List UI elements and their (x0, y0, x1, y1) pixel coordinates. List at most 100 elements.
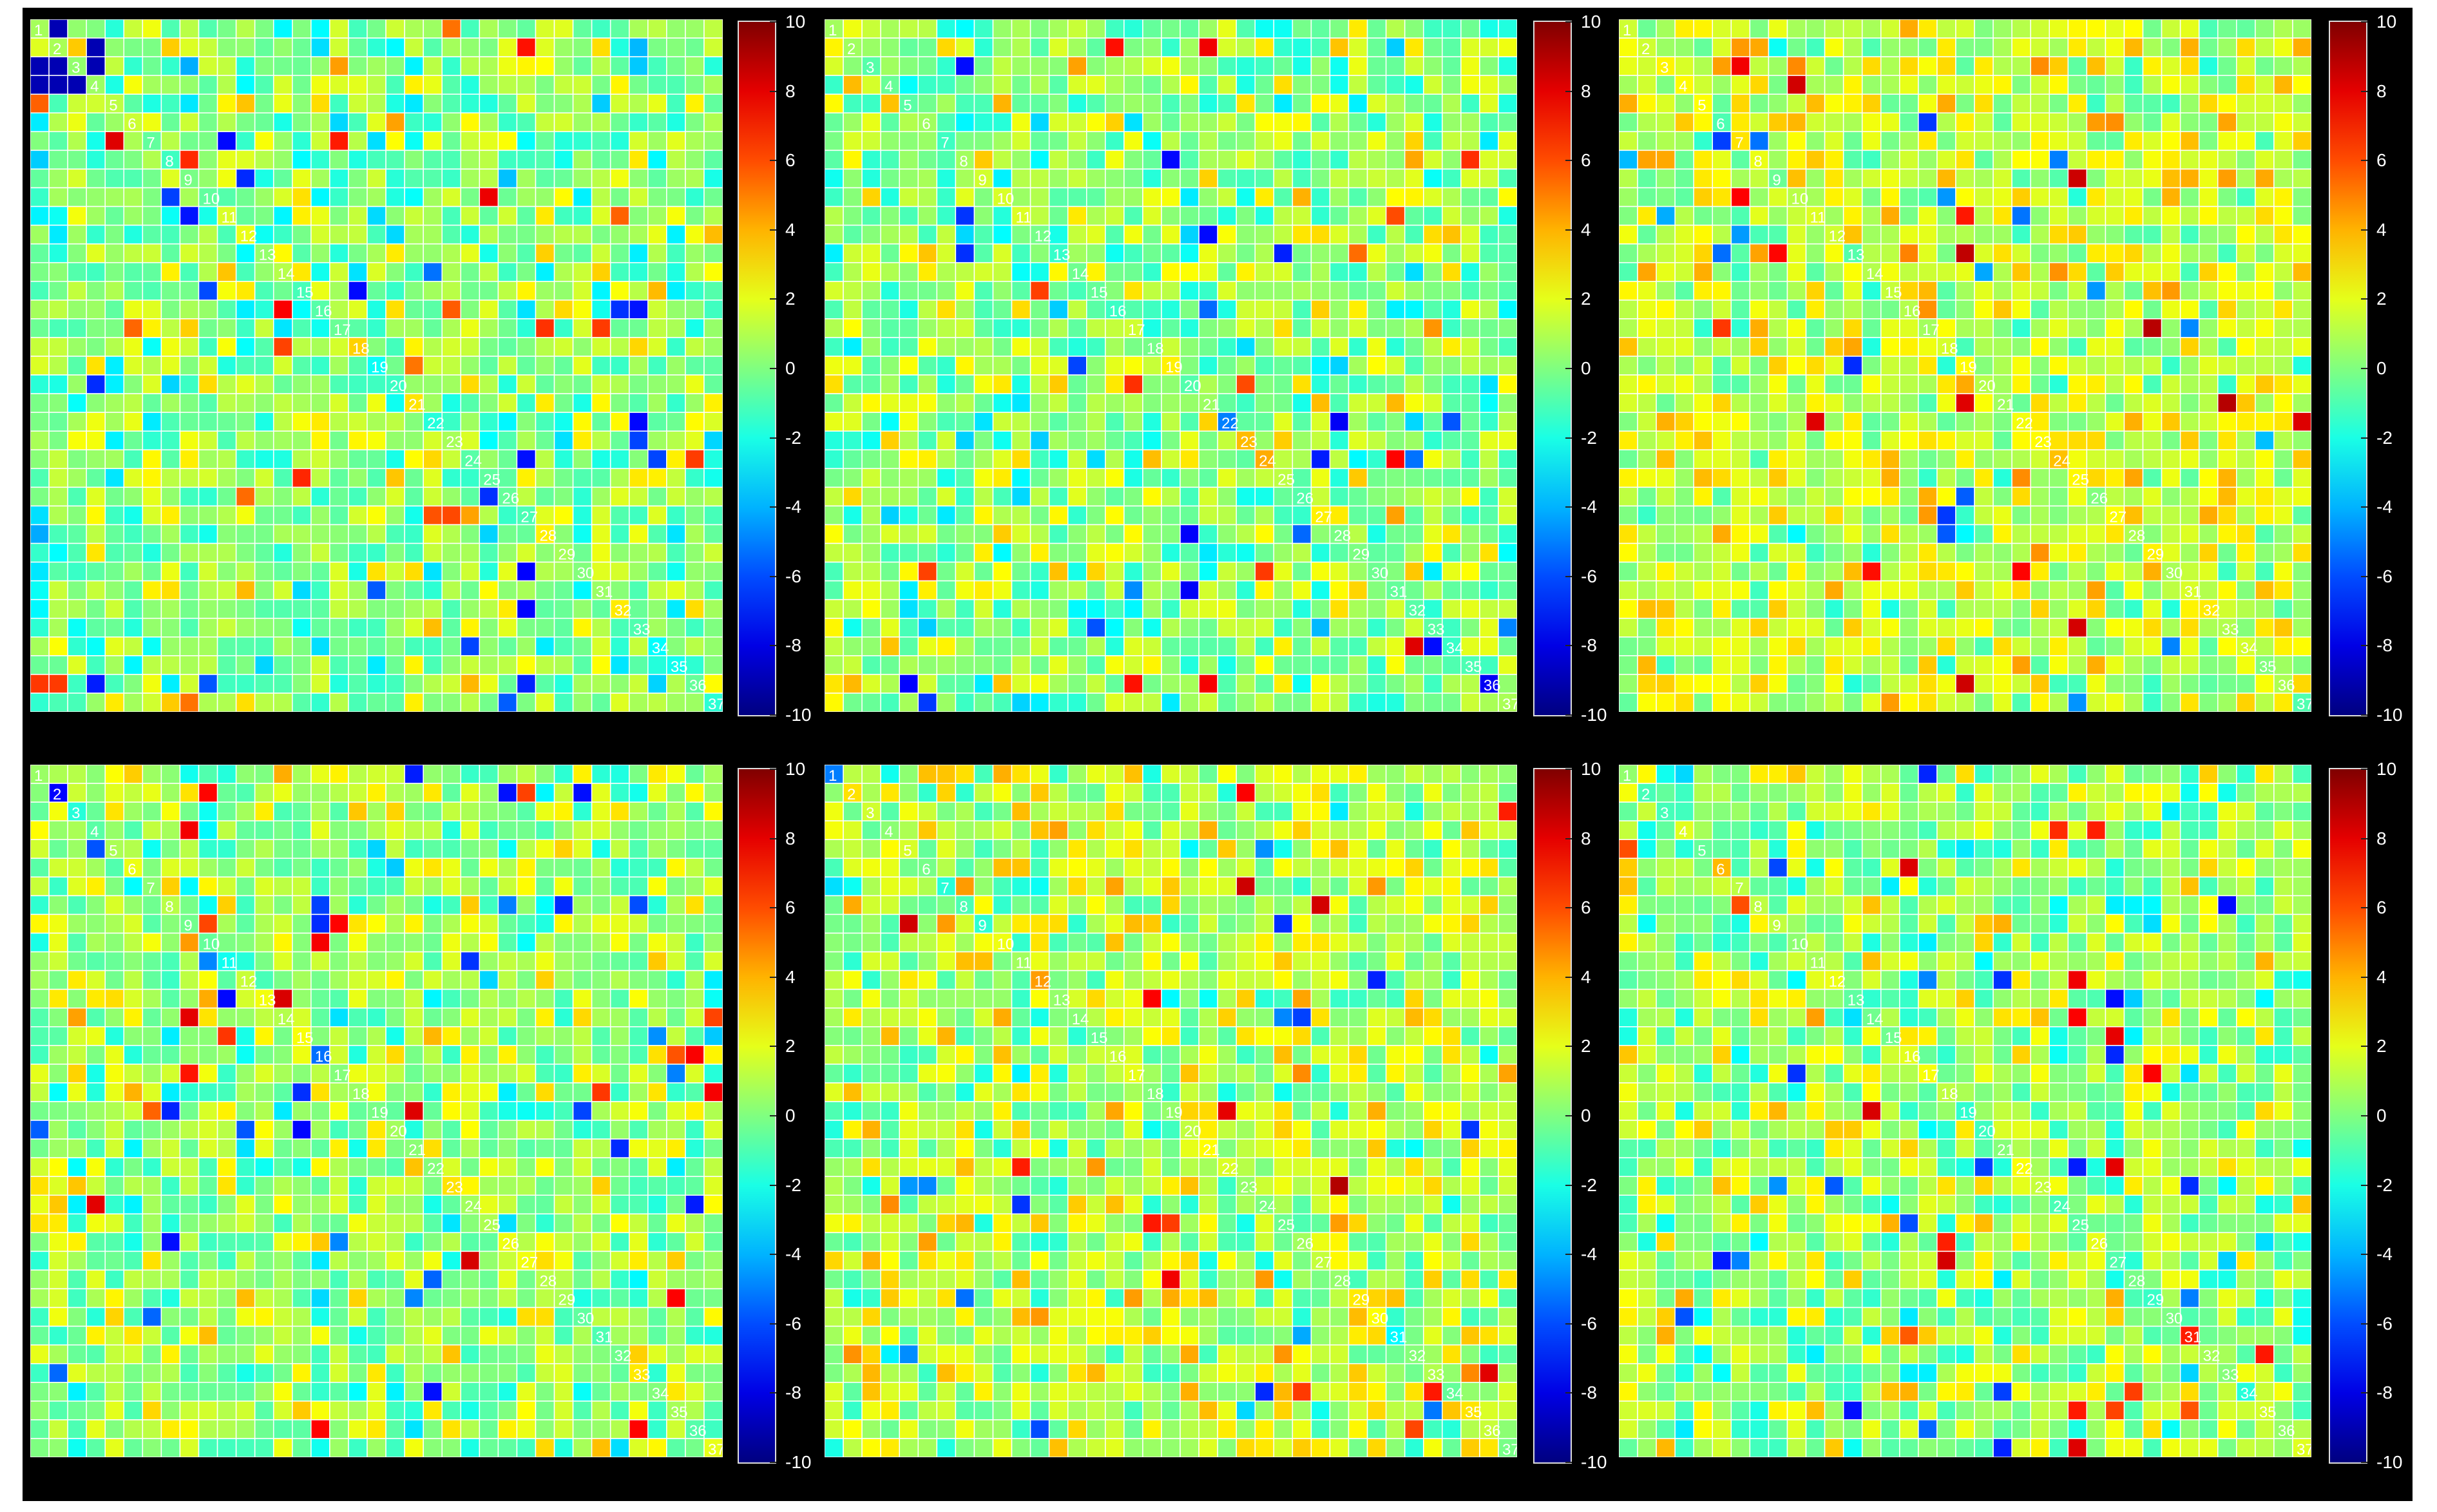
heatmap-cell (367, 149, 387, 170)
heatmap-cell (460, 243, 481, 263)
heatmap-cell (104, 19, 125, 39)
heatmap-cell (160, 262, 181, 282)
heatmap-cell (516, 374, 537, 394)
heatmap-cell (609, 636, 630, 656)
heatmap-cell (516, 243, 537, 263)
heatmap-cell (86, 505, 106, 526)
heatmap-cell (609, 505, 630, 526)
heatmap-cell (48, 131, 68, 151)
heatmap-cell (666, 636, 686, 656)
heatmap-cell (104, 524, 125, 544)
heatmap-cell (628, 149, 649, 170)
heatmap-cell (553, 187, 574, 207)
heatmap-cell (535, 430, 555, 450)
heatmap-cell (235, 655, 256, 675)
heatmap-cell (48, 468, 68, 488)
heatmap-cell (553, 337, 574, 357)
heatmap-cell (497, 655, 518, 675)
heatmap-cell (216, 655, 237, 675)
heatmap-cell (591, 430, 611, 450)
heatmap-cell (311, 168, 330, 189)
heatmap-cell (572, 412, 593, 432)
heatmap-cell (460, 374, 481, 394)
heatmap-cell (460, 56, 481, 76)
heatmap-cell (104, 168, 125, 189)
heatmap-cell (497, 636, 518, 656)
heatmap-cell (160, 655, 181, 675)
heatmap-cell (179, 300, 200, 320)
heatmap-cell (179, 617, 200, 638)
heatmap-cell (198, 598, 218, 619)
heatmap-cell (516, 486, 537, 507)
heatmap-cell (235, 149, 256, 170)
heatmap-cell (385, 412, 405, 432)
heatmap-cell (553, 580, 574, 600)
heatmap-cell (609, 112, 630, 133)
heatmap-cell (348, 655, 368, 675)
heatmap-cell (48, 524, 68, 544)
heatmap-cell (647, 262, 667, 282)
heatmap-cell (216, 131, 237, 151)
heatmap-cell (329, 524, 349, 544)
heatmap-cell (591, 281, 611, 301)
heatmap-cell (685, 337, 705, 357)
heatmap-cell (385, 281, 405, 301)
heatmap-cell (553, 318, 574, 338)
heatmap-cell (441, 505, 461, 526)
heatmap-cell (123, 468, 144, 488)
heatmap-cell (703, 149, 723, 170)
heatmap-cell (535, 598, 555, 619)
heatmap-cell (254, 56, 274, 76)
heatmap-cell (385, 674, 405, 694)
heatmap-cell (385, 393, 405, 413)
heatmap-cell (628, 486, 649, 507)
heatmap-cell (123, 318, 144, 338)
heatmap-cell (272, 356, 293, 376)
heatmap-cell (48, 337, 68, 357)
heatmap-cell (311, 37, 330, 57)
heatmap-cell (591, 636, 611, 656)
heatmap-cell (460, 262, 481, 282)
heatmap-cell (479, 37, 499, 57)
heatmap-cell (30, 168, 50, 189)
heatmap-cell (179, 131, 200, 151)
heatmap-cell (198, 617, 218, 638)
heatmap-cell (254, 486, 274, 507)
heatmap-cell (311, 300, 330, 320)
heatmap-cell (48, 412, 68, 432)
heatmap-cell (216, 56, 237, 76)
heatmap-cell (479, 243, 499, 263)
heatmap-cell (628, 206, 649, 226)
heatmap-cell (385, 542, 405, 563)
heatmap-cell (30, 412, 50, 432)
heatmap-cell (647, 206, 667, 226)
heatmap-cell (460, 580, 481, 600)
heatmap-cell (535, 561, 555, 582)
heatmap-cell (423, 262, 443, 282)
panel-top-left: 1 2 3 4 5 6 7 8 9 10 11 12 13 14 15 16 17 18 19 20 21 22 23 24 2… (23, 8, 2413, 1501)
heatmap-cell (86, 56, 106, 76)
heatmap-cell (647, 580, 667, 600)
heatmap-cell (647, 617, 667, 638)
heatmap-cell (216, 356, 237, 376)
heatmap-cell (142, 393, 162, 413)
heatmap-cell (441, 580, 461, 600)
heatmap-cell (235, 56, 256, 76)
heatmap-cell (591, 262, 611, 282)
heatmap-cell (516, 561, 537, 582)
heatmap-cell (292, 243, 312, 263)
heatmap-cell (685, 75, 705, 95)
heatmap-cell (404, 393, 424, 413)
heatmap-cell (216, 93, 237, 114)
heatmap-cell (385, 262, 405, 282)
heatmap-cell (685, 56, 705, 76)
heatmap-cell (123, 561, 144, 582)
heatmap-cell (67, 674, 87, 694)
heatmap-cell (441, 561, 461, 582)
heatmap-cell (104, 674, 125, 694)
heatmap-cell (311, 449, 330, 470)
heatmap-cell (703, 430, 723, 450)
heatmap-cell (703, 505, 723, 526)
heatmap-cell (367, 486, 387, 507)
heatmap-cell (460, 561, 481, 582)
